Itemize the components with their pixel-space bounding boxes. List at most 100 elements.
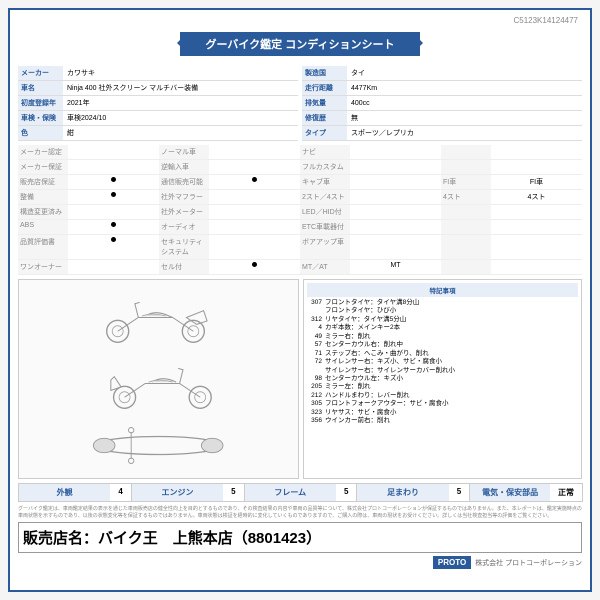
feature-label: ABS bbox=[18, 220, 68, 234]
dealer-box: 販売店名：バイク王 上熊本店（8801423） bbox=[18, 522, 582, 553]
feature-value bbox=[68, 175, 159, 189]
feature-label bbox=[441, 220, 491, 234]
feature-label: 社外マフラー bbox=[159, 190, 209, 204]
feature-label: セキュリティシステム bbox=[159, 235, 209, 259]
note-number: 305 bbox=[307, 400, 325, 408]
spec-label: 修復歴 bbox=[302, 111, 347, 125]
note-text: フロントフォークアウター：サビ・腐食小 bbox=[325, 400, 449, 408]
spec-value: Ninja 400 社外スクリーン マルチバー装備 bbox=[63, 81, 298, 95]
feature-cell: メーカー保証 bbox=[18, 160, 159, 175]
note-text: センターカウル右：削れ中 bbox=[325, 341, 403, 349]
bike-side-right bbox=[37, 290, 281, 345]
spec-row: 排気量400cc bbox=[302, 96, 582, 111]
feature-cell: 構造変更済み bbox=[18, 205, 159, 220]
feature-cell: 社外マフラー bbox=[159, 190, 300, 205]
note-text: サイレンサー右：サイレンサーカバー削れ小 bbox=[325, 367, 455, 375]
motorcycle-diagram bbox=[18, 279, 299, 479]
note-item: 49ミラー右：削れ bbox=[307, 333, 578, 341]
feature-cell: 2スト／4スト bbox=[300, 190, 441, 205]
feature-value bbox=[491, 145, 582, 159]
feature-value bbox=[209, 235, 300, 259]
spec-row: 初度登録年2021年 bbox=[18, 96, 298, 111]
rating-label: 足まわり bbox=[357, 484, 448, 501]
note-number: 49 bbox=[307, 333, 325, 341]
spec-label: 排気量 bbox=[302, 96, 347, 110]
condition-sheet: C5123K14124477 グーバイク鑑定 コンディションシート メーカーカワ… bbox=[8, 8, 592, 592]
feature-label: FI車 bbox=[441, 175, 491, 189]
feature-value bbox=[350, 160, 441, 174]
dealer-name: バイク王 上熊本店（8801423） bbox=[98, 530, 321, 547]
feature-cell bbox=[441, 260, 582, 275]
note-number: 71 bbox=[307, 350, 325, 358]
spec-value: 2021年 bbox=[63, 96, 298, 110]
rating-value: 5 bbox=[449, 484, 469, 501]
note-item: 4カギ本数：メインキー2本 bbox=[307, 324, 578, 332]
note-number: 98 bbox=[307, 375, 325, 383]
feature-cell: 品質評価書 bbox=[18, 235, 159, 260]
note-item: フロントタイヤ：ひび小 bbox=[307, 307, 578, 315]
feature-cell: 販売店保証 bbox=[18, 175, 159, 190]
note-item: 323リヤサス：サビ・腐食小 bbox=[307, 409, 578, 417]
bike-side-left bbox=[37, 356, 281, 411]
feature-cell: 逆輸入車 bbox=[159, 160, 300, 175]
note-item: 71ステップ右：へこみ・曲がり、削れ bbox=[307, 350, 578, 358]
feature-value bbox=[209, 175, 300, 189]
feature-label: セル付 bbox=[159, 260, 209, 274]
footer: PROTO 株式会社 プロトコーポレーション bbox=[18, 556, 582, 569]
spec-label: 走行距離 bbox=[302, 81, 347, 95]
spec-row: 車名Ninja 400 社外スクリーン マルチバー装備 bbox=[18, 81, 298, 96]
note-text: ハンドルまわり：レバー削れ bbox=[325, 392, 410, 400]
feature-value bbox=[68, 220, 159, 234]
dealer-label: 販売店名： bbox=[23, 530, 98, 547]
features-grid: メーカー認定ノーマル車ナビメーカー保証逆輸入車フルカスタム販売店保証通信販売可能… bbox=[18, 145, 582, 275]
feature-value: FI車 bbox=[491, 175, 582, 189]
rating-cell: フレーム5 bbox=[244, 483, 358, 502]
rating-label: 外観 bbox=[19, 484, 110, 501]
spec-row: 走行距離4477Km bbox=[302, 81, 582, 96]
spec-value: 車検2024/10 bbox=[63, 111, 298, 125]
feature-cell: MT／ATMT bbox=[300, 260, 441, 275]
spec-row: 車検・保険車検2024/10 bbox=[18, 111, 298, 126]
feature-label: フルカスタム bbox=[300, 160, 350, 174]
feature-cell: メーカー認定 bbox=[18, 145, 159, 160]
note-number bbox=[307, 307, 325, 315]
feature-cell: ノーマル車 bbox=[159, 145, 300, 160]
note-text: ウインカー前右：削れ bbox=[325, 417, 390, 425]
feature-label: ボアアップ車 bbox=[300, 235, 350, 259]
note-number: 205 bbox=[307, 383, 325, 391]
note-item: 212ハンドルまわり：レバー削れ bbox=[307, 392, 578, 400]
spec-label: メーカー bbox=[18, 66, 63, 80]
spec-label: タイプ bbox=[302, 126, 347, 140]
feature-value bbox=[350, 190, 441, 204]
ratings-row: 外観4エンジン5フレーム5足まわり5電気・保安部品正常 bbox=[18, 483, 582, 502]
middle-section: 特記事項 307フロントタイヤ：タイヤ溝8分山フロントタイヤ：ひび小312リヤタ… bbox=[18, 279, 582, 479]
feature-cell bbox=[441, 220, 582, 235]
feature-label: オーディオ bbox=[159, 220, 209, 234]
feature-label: 構造変更済み bbox=[18, 205, 68, 219]
document-id: C5123K14124477 bbox=[513, 16, 578, 25]
footer-company: 株式会社 プロトコーポレーション bbox=[475, 558, 582, 568]
note-number: 323 bbox=[307, 409, 325, 417]
feature-label bbox=[441, 145, 491, 159]
notes-panel: 特記事項 307フロントタイヤ：タイヤ溝8分山フロントタイヤ：ひび小312リヤタ… bbox=[303, 279, 582, 479]
note-number: 307 bbox=[307, 299, 325, 307]
feature-label bbox=[441, 205, 491, 219]
spec-row: メーカーカワサキ bbox=[18, 66, 298, 81]
rating-value: 5 bbox=[336, 484, 356, 501]
feature-cell: フルカスタム bbox=[300, 160, 441, 175]
feature-value bbox=[350, 220, 441, 234]
feature-label: MT／AT bbox=[300, 260, 350, 274]
note-number: 212 bbox=[307, 392, 325, 400]
feature-cell bbox=[441, 235, 582, 260]
feature-value: 4スト bbox=[491, 190, 582, 204]
feature-value bbox=[209, 190, 300, 204]
spec-value: 紺 bbox=[63, 126, 298, 140]
feature-label: メーカー保証 bbox=[18, 160, 68, 174]
feature-value: MT bbox=[350, 260, 441, 274]
spec-section: メーカーカワサキ車名Ninja 400 社外スクリーン マルチバー装備初度登録年… bbox=[18, 66, 582, 141]
feature-value bbox=[209, 205, 300, 219]
feature-value bbox=[209, 260, 300, 274]
feature-dot bbox=[111, 222, 116, 227]
feature-value bbox=[491, 205, 582, 219]
bike-top-view bbox=[43, 423, 273, 468]
